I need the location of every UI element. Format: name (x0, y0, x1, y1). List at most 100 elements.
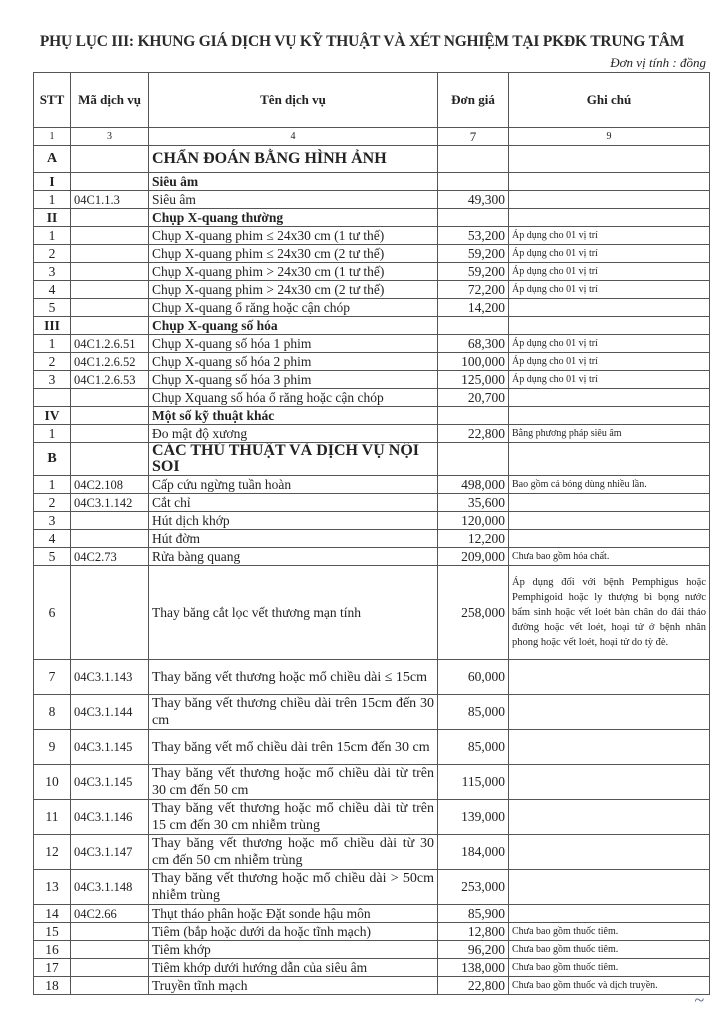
cell-note (508, 869, 710, 905)
cell-code (70, 511, 149, 530)
cell-stt: 5 (33, 298, 71, 317)
cell-code (70, 442, 149, 476)
cell-stt: B (33, 442, 71, 476)
document-title: PHỤ LỤC III: KHUNG GIÁ DỊCH VỤ KỸ THUẬT … (39, 33, 685, 50)
cell-note (508, 511, 710, 530)
cell-note (508, 729, 710, 765)
cell-price: 120,000 (437, 511, 509, 530)
cell-price: 96,200 (437, 940, 509, 959)
cell-name: Siêu âm (148, 190, 438, 209)
cell-name: Chụp X-quang phim > 24x30 cm (2 tư thế) (148, 280, 438, 299)
cell-stt: 1 (33, 334, 71, 353)
cell-note: Bao gồm cả bóng dùng nhiều lần. (508, 475, 710, 494)
cell-name: Tiêm khớp dưới hướng dẫn của siêu âm (148, 958, 438, 977)
cell-name: Rửa bàng quang (148, 547, 438, 566)
header-row: STT Mã dịch vụ Tên dịch vụ Đơn giá Ghi c… (33, 72, 710, 128)
header-name: Tên dịch vụ (148, 72, 438, 128)
cell-code: 04C3.1.145 (70, 729, 149, 765)
cell-price: 85,000 (437, 694, 509, 730)
cell-code (70, 145, 149, 173)
cell-stt: 2 (33, 244, 71, 263)
cell-stt: 12 (33, 834, 71, 870)
cell-code (70, 244, 149, 263)
cell-name: Thay băng vết thương hoặc mổ chiều dài t… (148, 799, 438, 835)
cell-note (508, 388, 710, 407)
cell-note: Chưa bao gồm thuốc và dịch truyền. (508, 976, 710, 995)
section-row: A CHẨN ĐOÁN BẰNG HÌNH ẢNH (33, 145, 710, 173)
cell-code (70, 976, 149, 995)
cell-name: Chụp X-quang thường (148, 208, 438, 227)
cell-stt: III (33, 316, 71, 335)
cell-note (508, 172, 710, 191)
cell-price: 12,200 (437, 529, 509, 548)
cell-price: 253,000 (437, 869, 509, 905)
cell-note (508, 764, 710, 800)
table-row: 13 04C3.1.148 Thay băng vết thương hoặc mổ… (33, 869, 710, 905)
cell-name: Siêu âm (148, 172, 438, 191)
table-row: 4 Chụp X-quang phim > 24x30 cm (2 tư thế)… (33, 280, 710, 299)
cell-note: Chưa bao gồm thuốc tiêm. (508, 958, 710, 977)
cell-name: Hút đờm (148, 529, 438, 548)
cell-name: Thay băng vết thương hoặc mổ chiều dài >… (148, 869, 438, 905)
cell-code (70, 406, 149, 425)
cell-price: 35,600 (437, 493, 509, 512)
cell-price: 85,900 (437, 904, 509, 923)
cell-code: 04C3.1.142 (70, 493, 149, 512)
table-row: 12 04C3.1.147 Thay băng vết thương hoặc mổ… (33, 834, 710, 870)
cell-note: Áp dụng cho 01 vị trí (508, 352, 710, 371)
cell-name: Chụp X-quang số hóa 1 phim (148, 334, 438, 353)
cell-code: 04C1.2.6.52 (70, 352, 149, 371)
cell-code: 04C3.1.143 (70, 659, 149, 695)
table-row: 10 04C3.1.145 Thay băng vết thương hoặc mổ… (33, 764, 710, 800)
cell-name: Chụp X-quang ổ răng hoặc cận chóp (148, 298, 438, 317)
cell-code (70, 940, 149, 959)
cell-price: 53,200 (437, 226, 509, 245)
cell-stt: 4 (33, 280, 71, 299)
cell-price: 258,000 (437, 565, 509, 660)
cell-code: 04C2.73 (70, 547, 149, 566)
cell-price: 85,000 (437, 729, 509, 765)
cell-stt: 7 (33, 659, 71, 695)
cell-stt: 6 (33, 565, 71, 660)
section-row: I Siêu âm (33, 172, 710, 191)
cell-name: Thay băng vết thương hoặc mổ chiều dài t… (148, 834, 438, 870)
table-row: 8 04C3.1.144 Thay băng vết thương chiều dà… (33, 694, 710, 730)
index-cell: 9 (508, 127, 710, 146)
table-row: 14 04C2.66 Thụt tháo phân hoặc Đặt sonde h… (33, 904, 710, 923)
cell-stt: 8 (33, 694, 71, 730)
cell-note (508, 298, 710, 317)
cell-price: 125,000 (437, 370, 509, 389)
table-row: 17 Tiêm khớp dưới hướng dẫn của siêu âm 13… (33, 958, 710, 977)
cell-stt: 9 (33, 729, 71, 765)
cell-stt: A (33, 145, 71, 173)
header-stt: STT (33, 72, 71, 128)
table-row: 6 Thay băng cắt lọc vết thương mạn tính 25… (33, 565, 710, 660)
table-row: 2 04C3.1.142 Cắt chỉ 35,600 (33, 493, 710, 512)
section-row: III Chụp X-quang số hóa (33, 316, 710, 335)
cell-name: Đo mật độ xương (148, 424, 438, 443)
cell-price: 100,000 (437, 352, 509, 371)
cell-price: 139,000 (437, 799, 509, 835)
cell-note (508, 208, 710, 227)
cell-price (437, 406, 509, 425)
section-row: B CÁC THỦ THUẬT VÀ DỊCH VỤ NỘI SOI (33, 442, 710, 476)
cell-name: Thay băng vết thương chiều dài trên 15cm… (148, 694, 438, 730)
cell-name: Truyền tĩnh mạch (148, 976, 438, 995)
table-row: 3 04C1.2.6.53 Chụp X-quang số hóa 3 phim 12… (33, 370, 710, 389)
cell-price (437, 442, 509, 476)
cell-code: 04C1.1.3 (70, 190, 149, 209)
cell-price: 115,000 (437, 764, 509, 800)
table-row: 3 Hút dịch khớp 120,000 (33, 511, 710, 530)
cell-price: 184,000 (437, 834, 509, 870)
cell-price (437, 208, 509, 227)
table-row: 5 Chụp X-quang ổ răng hoặc cận chóp 14,200 (33, 298, 710, 317)
table-row: 1 Đo mật độ xương 22,800 Bằng phương pháp s… (33, 424, 710, 443)
cell-note (508, 799, 710, 835)
cell-note: Áp dụng cho 01 vị trí (508, 244, 710, 263)
cell-price: 59,200 (437, 262, 509, 281)
cell-stt: 1 (33, 475, 71, 494)
header-price: Đơn giá (437, 72, 509, 128)
cell-note: Áp dụng đối với bệnh Pemphigus hoặc Pemp… (508, 565, 710, 660)
cell-note (508, 659, 710, 695)
cell-note (508, 406, 710, 425)
